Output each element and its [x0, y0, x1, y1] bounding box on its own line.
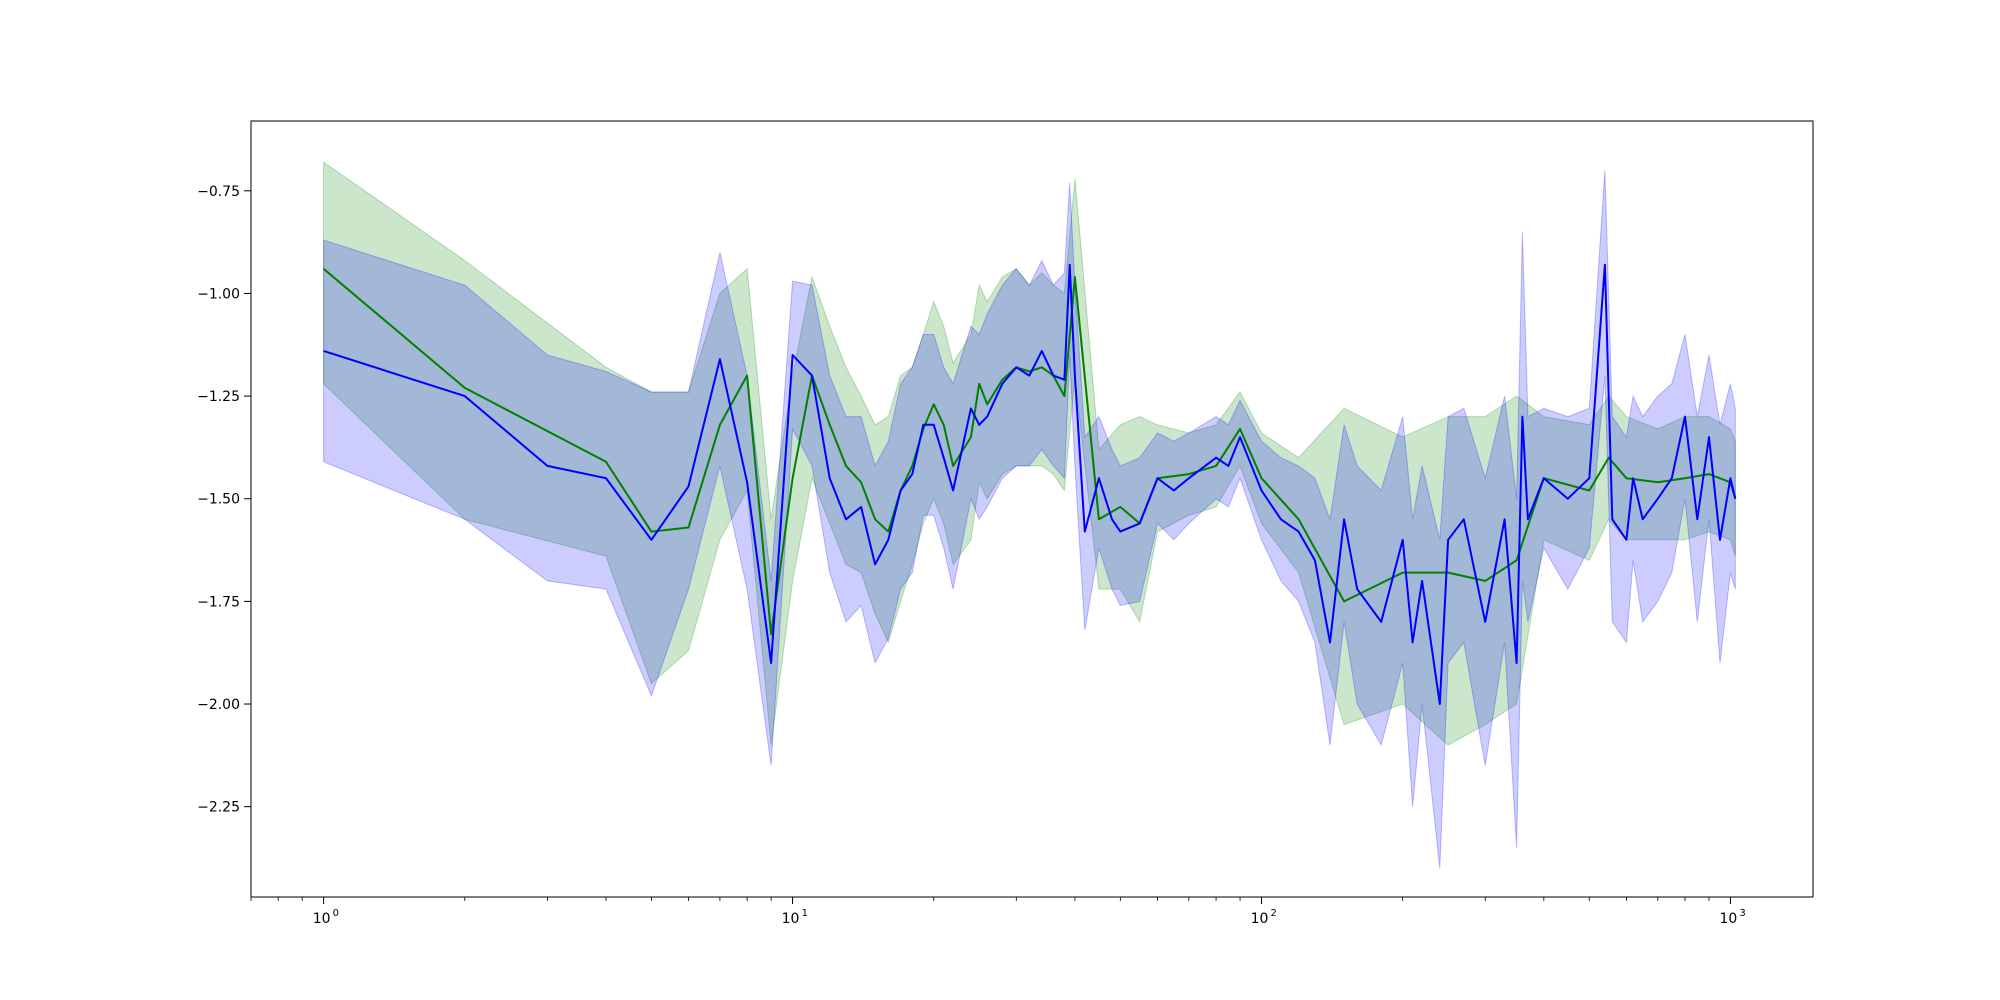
y-tick-label-0: −0.75	[197, 184, 240, 200]
x-tick-exponent-3: 3	[1739, 908, 1745, 919]
x-tick-exponent-2: 2	[1270, 908, 1276, 919]
x-tick-label-0: 10	[313, 911, 331, 927]
y-tick-label-1: −1.00	[197, 286, 240, 302]
series-lines	[322, 263, 1737, 705]
y-tick-label-3: −1.50	[197, 492, 240, 508]
x-tick-label-1: 10	[782, 911, 800, 927]
y-tick-label-2: −1.25	[197, 389, 240, 405]
x-tick-exponent-1: 1	[802, 908, 808, 919]
confidence-bands	[323, 161, 1736, 869]
x-axis: 10 0 10 1 10 2 10 3	[250, 897, 1746, 927]
plot-frame	[250, 120, 1814, 898]
series-1-line	[323, 263, 1737, 705]
y-tick-label-5: −2.00	[197, 697, 240, 713]
x-tick-label-3: 10	[1720, 911, 1738, 927]
series-0-line	[322, 268, 1737, 636]
y-axis: −0.75 −1.00 −1.25 −1.50 −1.75 −2.00 −2.25	[197, 184, 251, 816]
y-tick-label-6: −2.25	[197, 800, 240, 816]
x-tick-exponent-0: 0	[333, 908, 339, 919]
x-tick-label-2: 10	[1251, 911, 1269, 927]
y-tick-label-4: −1.75	[197, 594, 240, 610]
series-1-band	[323, 170, 1736, 869]
series-0-band	[323, 161, 1736, 746]
